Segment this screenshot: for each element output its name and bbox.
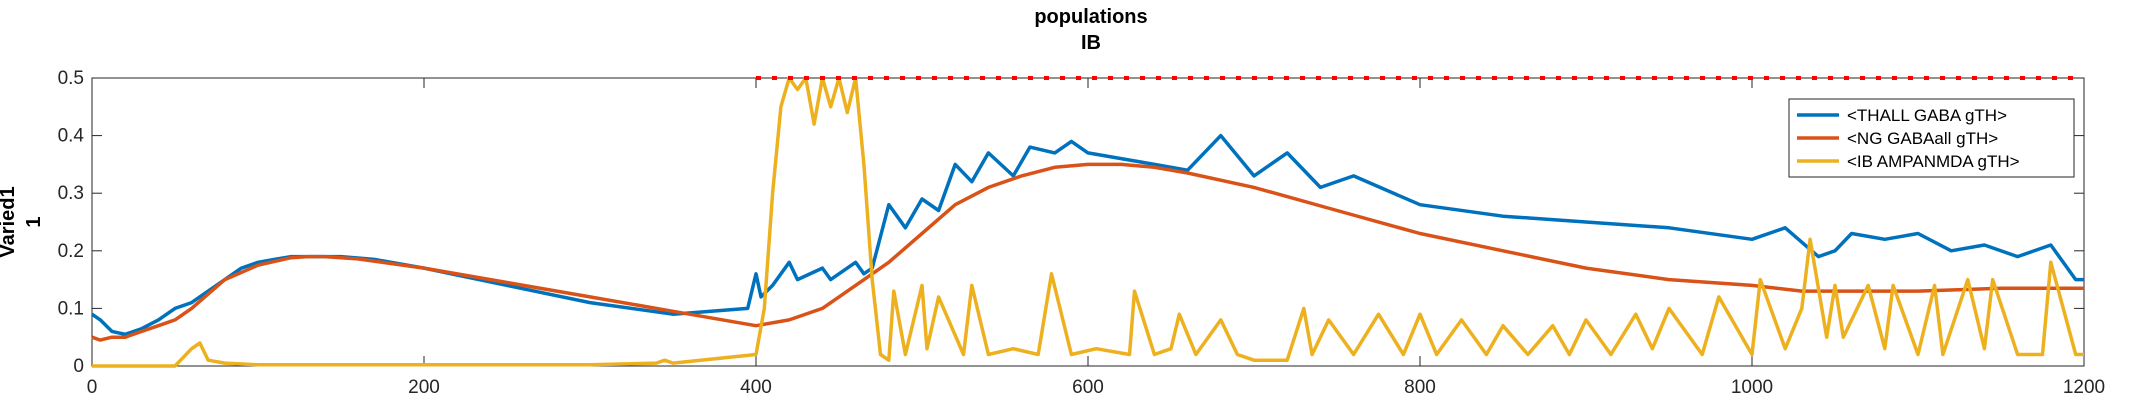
x-tick-label: 1200 (2063, 377, 2105, 398)
x-tick-label: 200 (408, 377, 440, 398)
legend-label: <IB AMPANMDA gTH> (1847, 152, 2020, 171)
series-line-1 (91, 133, 2084, 337)
y-axis-label: Varied1 (0, 186, 19, 257)
series-line-2 (91, 162, 2084, 342)
x-tick-label: 800 (1404, 377, 1436, 398)
plot-frame (91, 77, 2085, 367)
y-tick-label: 0.1 (58, 298, 84, 319)
x-tick-label: 600 (1072, 377, 1104, 398)
series-layer (91, 76, 2084, 368)
chart-subtitle: IB (1081, 32, 1101, 54)
legend-label: <THALL GABA gTH> (1847, 106, 2007, 125)
legend-label: <NG GABAall gTH> (1847, 129, 1998, 148)
chart-title: populations (1034, 6, 1147, 28)
x-tick-label: 0 (87, 377, 98, 398)
x-tick-label: 400 (740, 377, 772, 398)
x-tick-label: 1000 (1731, 377, 1773, 398)
y-axis-label-sub: 1 (23, 216, 45, 227)
series-line-3 (92, 76, 2084, 368)
y-tick-label: 0.4 (58, 126, 85, 147)
legend: <THALL GABA gTH> <NG GABAall gTH> <IB AMPA… (1788, 98, 2075, 178)
y-tick-label: 0.3 (58, 183, 84, 204)
y-tick-label: 0.5 (58, 68, 84, 89)
y-tick-label: 0 (73, 356, 84, 377)
ticks-layer: 0 200 400 600 800 1000 1200 0 0.1 0.2 0.3 0.4 0.5 (58, 68, 2106, 398)
y-tick-label: 0.2 (58, 241, 84, 262)
